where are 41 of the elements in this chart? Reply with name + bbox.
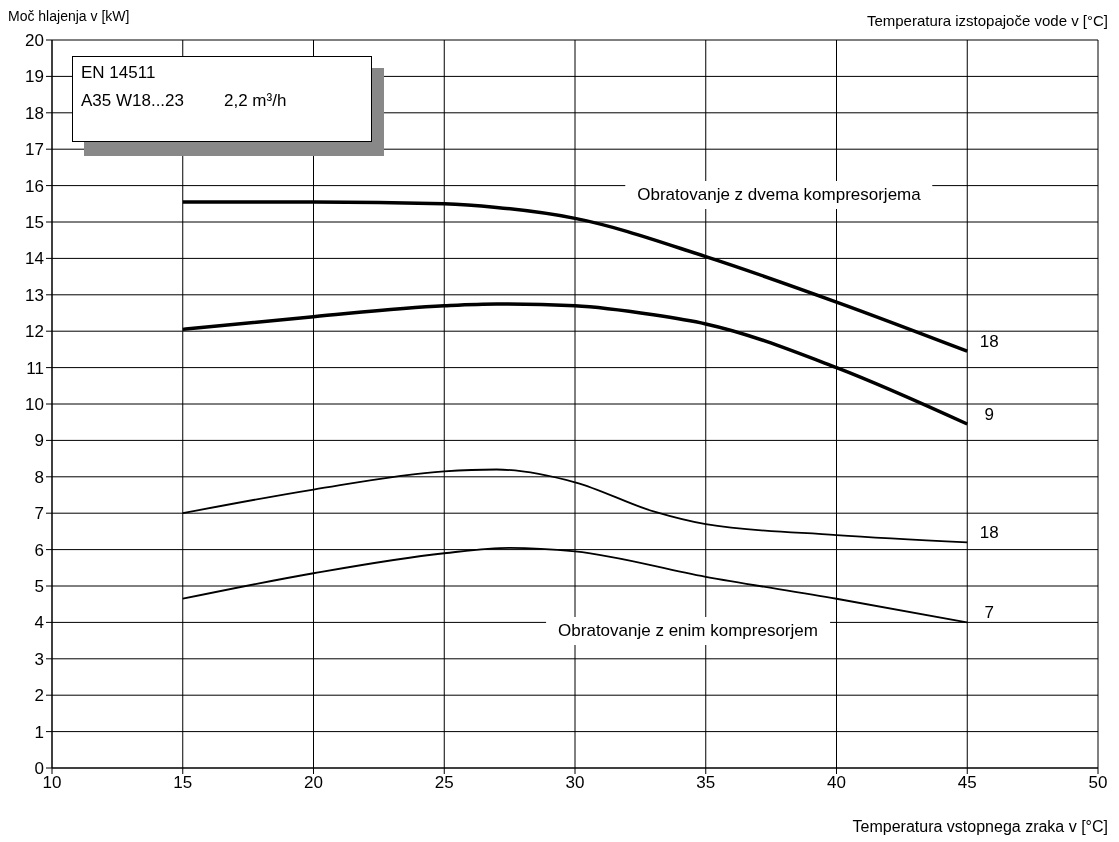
- annotation: Obratovanje z dvema kompresorjema: [625, 181, 933, 209]
- x-axis-title: Temperatura vstopnega zraka v [°C]: [852, 818, 1108, 836]
- x-tick-label: 35: [696, 773, 716, 793]
- y-tick-label: 18: [25, 103, 44, 123]
- y-tick-label: 20: [25, 31, 44, 51]
- x-tick-label: 50: [1088, 773, 1108, 793]
- y-tick-label: 8: [34, 467, 44, 487]
- x-tick-label: 40: [827, 773, 846, 793]
- y-axis-title: Moč hlajenja v [kW]: [8, 8, 130, 24]
- series-label: 18: [979, 523, 999, 543]
- y-tick-label: 12: [25, 322, 44, 342]
- y-tick-label: 4: [34, 613, 44, 633]
- y-tick-label: 19: [25, 67, 44, 87]
- series-label: 9: [984, 405, 994, 425]
- annotation: A35 W18...23: [81, 91, 185, 111]
- y-tick-label: 16: [25, 176, 44, 196]
- y-tick-label: 17: [25, 140, 44, 160]
- y-tick-label: 14: [25, 249, 44, 269]
- y-tick-label: 6: [34, 540, 44, 560]
- y-tick-label: 9: [34, 431, 44, 451]
- series-label: 7: [984, 603, 994, 623]
- series-label: 18: [979, 332, 999, 352]
- x-tick-label: 15: [173, 773, 193, 793]
- y-tick-label: 15: [25, 213, 44, 233]
- x-tick-label: 30: [565, 773, 585, 793]
- annotation: 2,2 m³/h: [224, 91, 287, 111]
- x-tick-label: 20: [304, 773, 323, 793]
- y-tick-label: 7: [34, 504, 44, 524]
- y-tick-label: 1: [34, 722, 44, 742]
- annotation: Obratovanje z enim kompresorjem: [546, 617, 830, 645]
- legend-title: Temperatura izstopajoče vode v [°C]: [866, 12, 1108, 29]
- x-tick-label: 45: [957, 773, 977, 793]
- y-tick-label: 0: [34, 759, 44, 779]
- annotation: EN 14511: [81, 63, 157, 83]
- y-tick-label: 2: [34, 686, 44, 706]
- y-tick-label: 3: [34, 649, 44, 669]
- y-tick-label: 5: [34, 577, 44, 597]
- x-tick-label: 25: [434, 773, 454, 793]
- y-tick-label: 13: [25, 285, 44, 305]
- y-tick-label: 11: [26, 358, 44, 378]
- y-tick-label: 10: [25, 395, 44, 415]
